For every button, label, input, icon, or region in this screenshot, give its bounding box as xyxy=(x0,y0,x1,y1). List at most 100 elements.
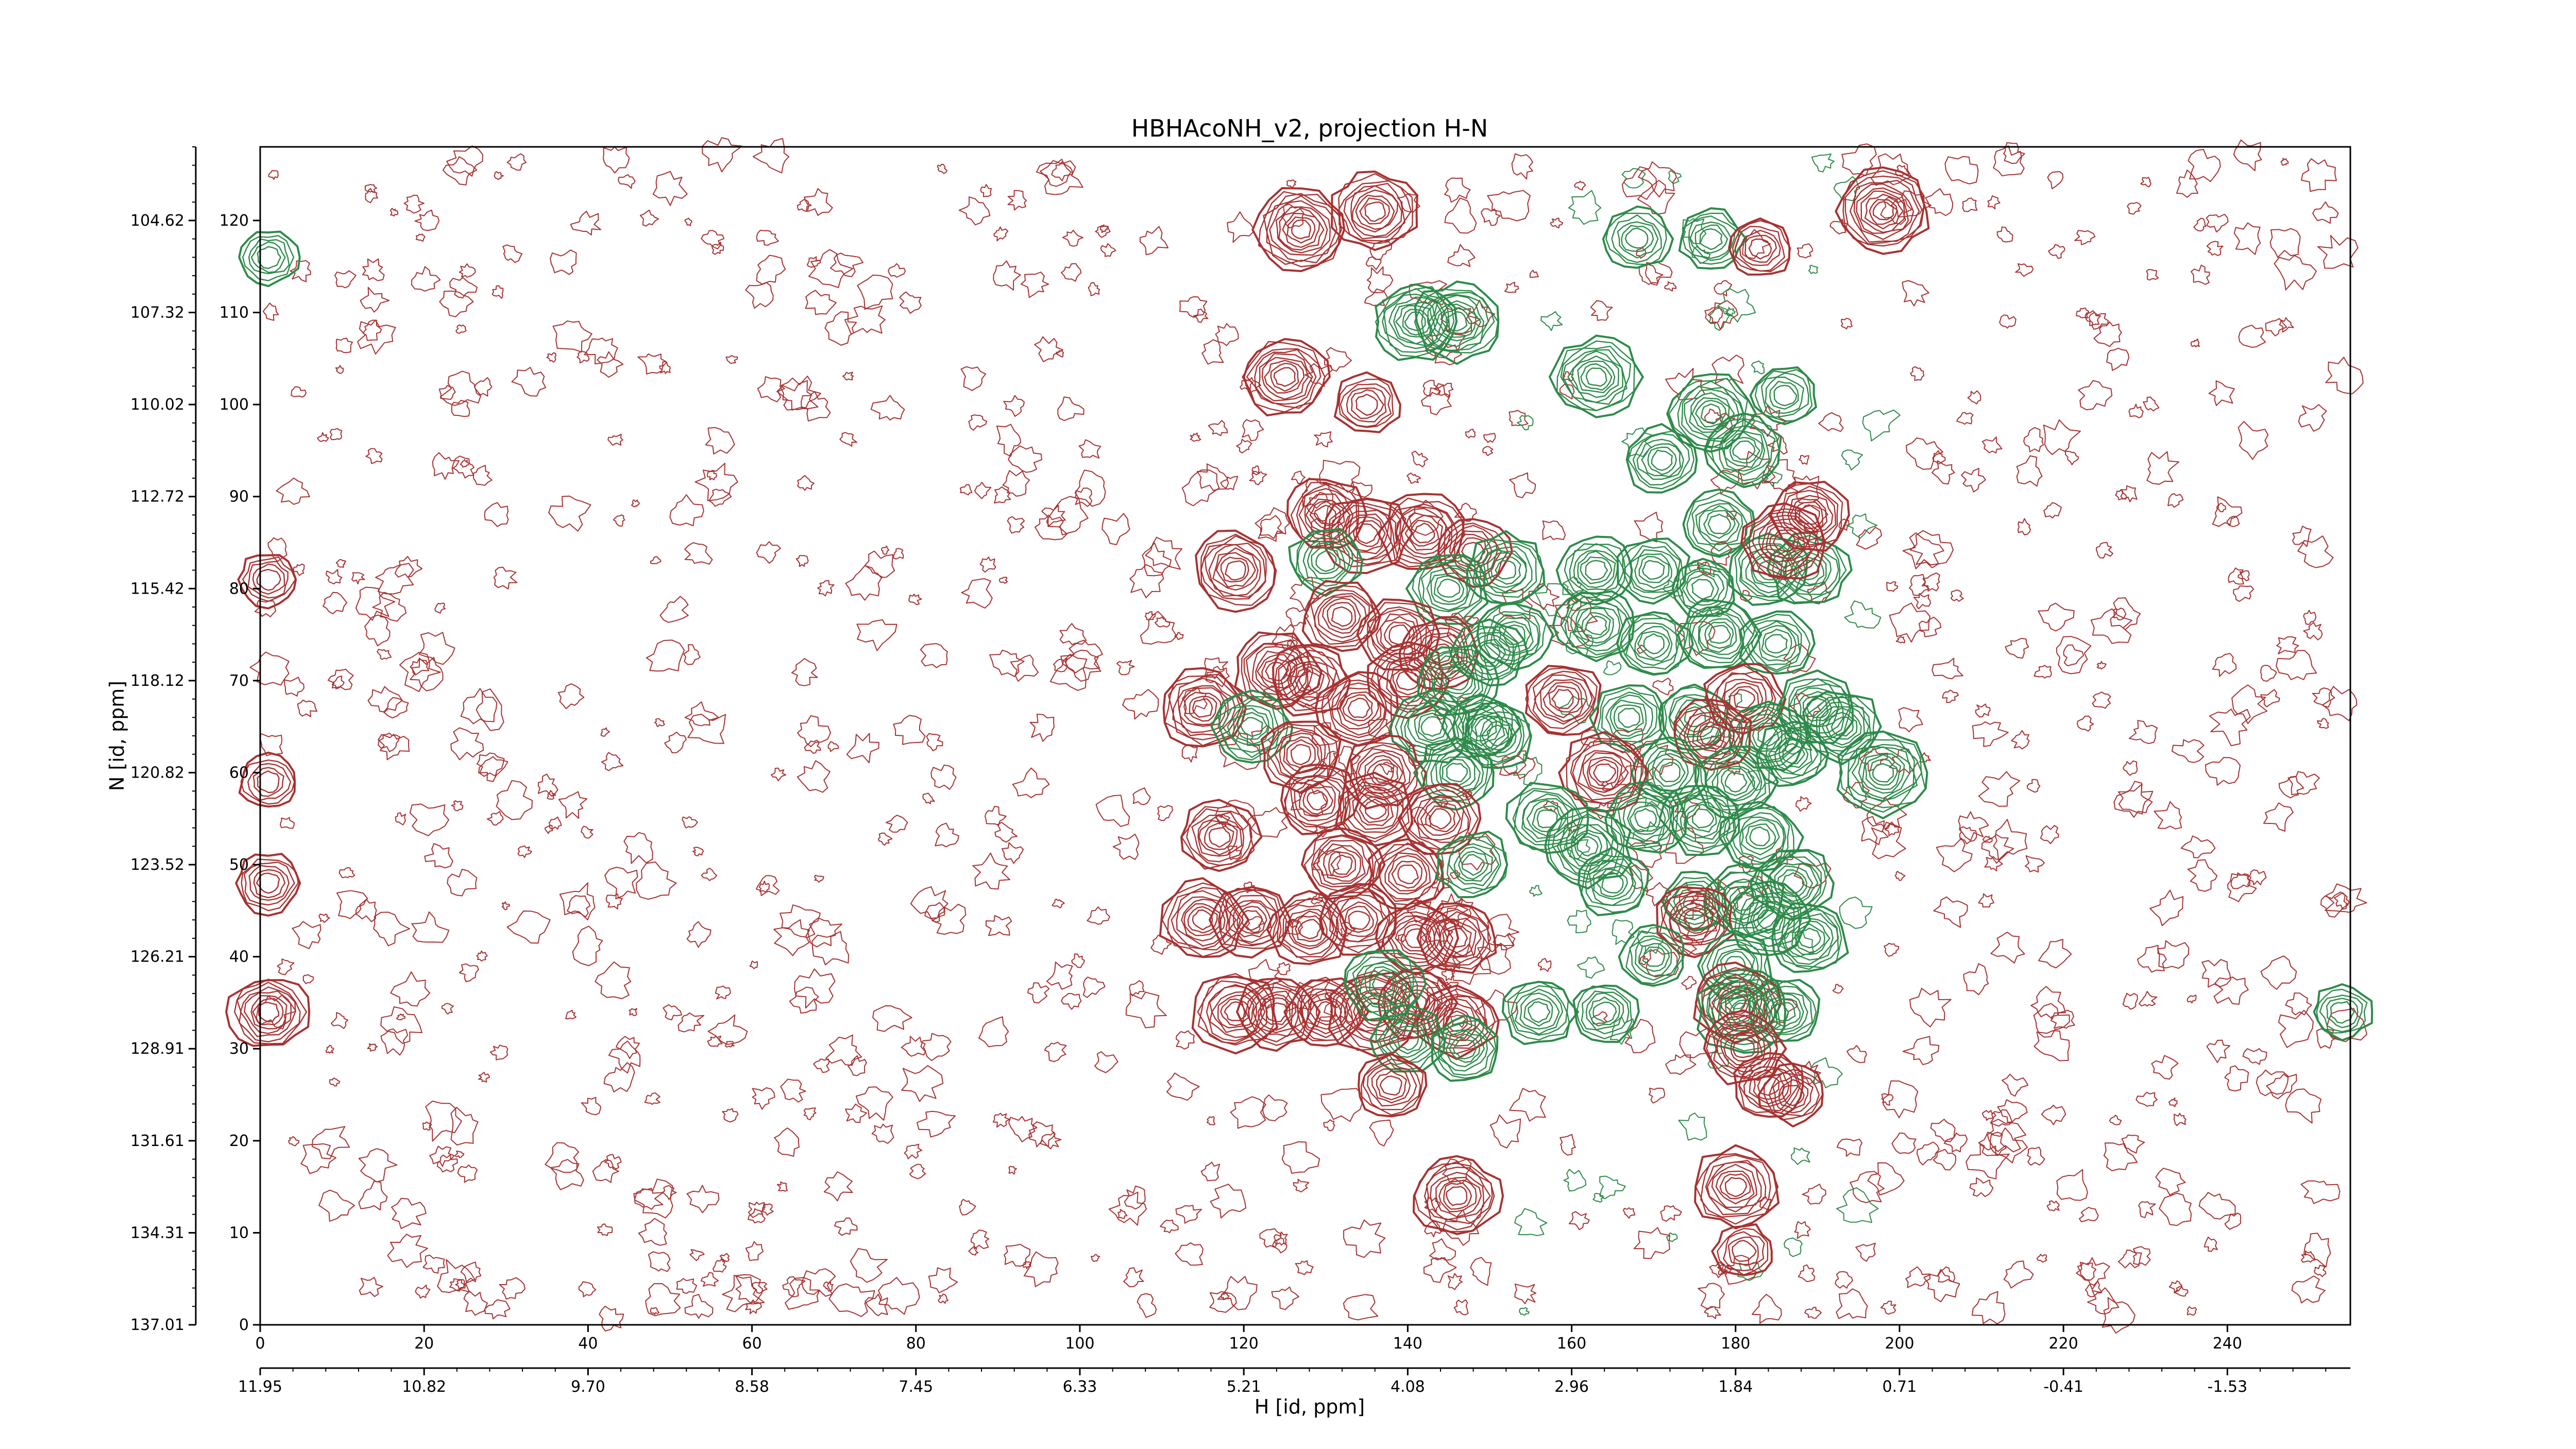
negative-peak-contour xyxy=(1677,380,1744,449)
noise-contour xyxy=(805,290,837,315)
negative-peak-contour xyxy=(1745,548,1794,594)
negative-peak-contour xyxy=(1733,884,1802,953)
noise-contour xyxy=(2078,380,2113,411)
y-ppm-tick-label: 128.91 xyxy=(130,1040,184,1058)
noise-contour xyxy=(276,477,310,505)
negative-peak-contour xyxy=(1481,720,1514,751)
noise-contour xyxy=(1272,1237,1287,1254)
noise-contour xyxy=(1044,1041,1067,1063)
y-ppm-tick-label: 107.32 xyxy=(130,304,184,322)
positive-peak-contour xyxy=(1255,650,1298,693)
positive-peak-contour xyxy=(1706,1161,1762,1212)
noise-contour xyxy=(689,1249,705,1261)
noise-contour xyxy=(1797,243,1813,259)
noise-contour xyxy=(1846,1045,1867,1064)
noise-contour xyxy=(2088,312,2109,330)
negative-peak-contour xyxy=(248,238,290,275)
negative-peak-contour xyxy=(1700,403,1722,423)
noise-contour xyxy=(801,391,831,422)
noise-contour xyxy=(1933,1149,1956,1171)
negative-peak-contour xyxy=(1581,612,1611,639)
negative-peak-contour xyxy=(1464,701,1532,769)
noise-contour xyxy=(484,502,509,527)
noise-contour xyxy=(1034,336,1063,362)
noise-contour xyxy=(425,1100,462,1142)
negative-peak-contour xyxy=(1707,513,1732,534)
negative-peak-contour xyxy=(1474,638,1506,667)
noise-contour xyxy=(377,649,392,660)
positive-peak-contour xyxy=(1442,925,1472,953)
positive-peak-contour xyxy=(1443,1007,1472,1036)
positive-peak-contour xyxy=(1270,363,1299,392)
noise-contour xyxy=(2132,1246,2151,1266)
positive-peak-contour xyxy=(1743,1066,1792,1107)
negative-peak-contour xyxy=(1369,969,1398,998)
negative-peak-contour xyxy=(1435,750,1481,795)
negative-peak-contour xyxy=(1745,823,1776,850)
noise-contour xyxy=(1793,862,1832,889)
negative-peak-contour xyxy=(1872,763,1894,783)
negative-peak-contour xyxy=(1638,943,1670,972)
positive-peak-contour xyxy=(1409,789,1471,850)
negative-peak-contour xyxy=(1691,397,1730,430)
y-index-tick-label: 120 xyxy=(219,212,249,230)
x-index-tick-label: 20 xyxy=(414,1335,434,1353)
noise-contour xyxy=(2333,892,2349,910)
negative-peak-contour xyxy=(1609,699,1647,737)
y-index-tick-label: 90 xyxy=(229,488,249,506)
noise-contour xyxy=(1060,649,1101,682)
noise-contour xyxy=(1799,454,1809,465)
positive-peak-contour xyxy=(1195,529,1276,613)
positive-peak-contour xyxy=(1339,901,1379,937)
noise-contour xyxy=(808,249,854,289)
noise-contour xyxy=(2209,709,2251,747)
positive-peak-contour xyxy=(1347,698,1371,718)
noise-contour xyxy=(331,1012,348,1029)
negative-peak-contour xyxy=(1776,669,1854,745)
negative-peak-contour xyxy=(1577,836,1599,857)
negative-peak-contour xyxy=(1592,865,1634,900)
noise-contour xyxy=(550,1159,584,1190)
noise-contour xyxy=(1246,916,1265,933)
noise-contour xyxy=(1543,800,1558,813)
negative-peak-contour xyxy=(1862,753,1905,794)
noise-contour xyxy=(1221,1291,1230,1301)
negative-peak-contour xyxy=(1493,616,1534,654)
noise-contour xyxy=(1040,1132,1062,1150)
negative-peak-contour xyxy=(1343,949,1427,1021)
noise-contour xyxy=(325,1044,334,1054)
noise-contour xyxy=(677,1012,705,1033)
negative-peak-contour xyxy=(1642,560,1665,580)
noise-contour xyxy=(2233,139,2262,172)
noise-contour xyxy=(2047,171,2064,190)
x-ppm-tick-label: 6.33 xyxy=(1063,1378,1097,1396)
noise-contour xyxy=(2056,1169,2088,1201)
noise-contour xyxy=(692,847,704,856)
positive-peak-contour xyxy=(1317,595,1367,639)
noise-contour xyxy=(517,845,532,858)
noise-contour xyxy=(1046,962,1073,990)
noise-contour xyxy=(567,895,590,918)
negative-peak-contour xyxy=(1567,350,1623,403)
noise-contour xyxy=(478,756,509,782)
negative-peak-contour xyxy=(1682,212,1739,265)
positive-peak-contour xyxy=(1426,1167,1491,1224)
noise-contour xyxy=(1637,180,1675,215)
positive-peak-contour xyxy=(1715,1170,1755,1205)
noise-contour xyxy=(1633,1227,1670,1259)
positive-peak-contour xyxy=(1397,864,1419,884)
noise-contour xyxy=(2212,653,2237,677)
noise-contour xyxy=(1450,1015,1467,1028)
noise-contour xyxy=(1201,339,1224,365)
negative-peak-contour xyxy=(1689,221,1733,259)
noise-contour xyxy=(373,912,410,947)
positive-peak-contour xyxy=(234,979,308,1044)
positive-peak-contour xyxy=(1349,742,1418,808)
chart-title: HBHAcoNH_v2, projection H-N xyxy=(1131,114,1488,142)
noise-contour xyxy=(752,1282,768,1294)
noise-contour xyxy=(1218,732,1261,770)
positive-peak-contour xyxy=(1355,791,1394,827)
noise-contour xyxy=(1958,811,1989,841)
noise-contour xyxy=(2003,1260,2034,1289)
noise-contour xyxy=(958,196,991,226)
